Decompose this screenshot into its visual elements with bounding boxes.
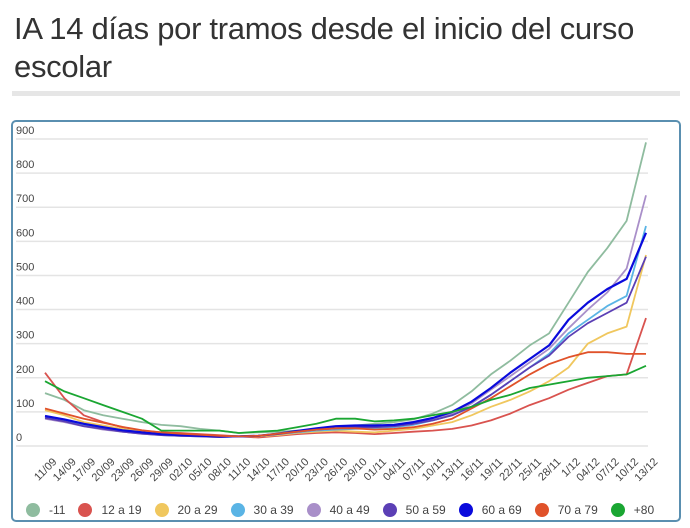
series-line--80[interactable] [44, 364, 647, 434]
y-tick-label: 700 [16, 193, 34, 205]
x-axis: 11/0914/0917/0920/0923/0926/0929/0902/10… [32, 456, 660, 484]
series-line-70-a-79[interactable] [44, 351, 646, 438]
page-title: IA 14 días por tramos desde el inicio de… [14, 11, 635, 84]
legend-swatch-icon [26, 503, 40, 517]
y-axis: 0 100 200 300 400 500 600 700 800 900 [16, 125, 34, 444]
y-tick-label: 500 [16, 261, 34, 273]
legend-label: 60 a 69 [481, 503, 522, 517]
legend-item[interactable]: 30 a 39 [230, 503, 294, 517]
series-line-40-a-49[interactable] [44, 195, 647, 438]
legend-swatch-icon [382, 503, 397, 517]
legend-item[interactable]: 40 a 49 [306, 503, 370, 517]
legend-label: 12 a 19 [101, 503, 142, 517]
y-tick-label: 800 [16, 159, 34, 171]
legend-item[interactable]: 12 a 19 [78, 503, 142, 517]
y-tick-label: 400 [16, 296, 34, 308]
legend-swatch-icon [610, 503, 625, 517]
legend-label: +80 [633, 503, 655, 517]
legend-item[interactable]: 20 a 29 [154, 503, 218, 517]
gridlines [16, 138, 648, 447]
chart-legend: -11 12 a 19 20 a 29 30 a 39 40 a 49 50 a 59 60… [26, 500, 667, 520]
legend-label: -11 [49, 503, 66, 517]
y-tick-label: 100 [16, 398, 34, 410]
series-line--11[interactable] [44, 142, 647, 434]
legend-item[interactable]: 60 a 69 [458, 503, 522, 517]
legend-label: 70 a 79 [557, 503, 598, 517]
series-lines [44, 142, 648, 439]
series-line-30-a-39[interactable] [44, 225, 647, 439]
legend-item[interactable]: 70 a 79 [534, 503, 598, 517]
series-line-60-a-69[interactable] [44, 232, 648, 438]
legend-item[interactable]: +80 [610, 503, 655, 517]
legend-swatch-icon [458, 503, 473, 517]
y-tick-label: 900 [16, 125, 34, 137]
legend-swatch-icon [78, 503, 93, 517]
legend-swatch-icon [534, 503, 549, 517]
y-tick-label: 600 [16, 227, 34, 239]
legend-label: 40 a 49 [329, 503, 370, 517]
legend-swatch-icon [154, 503, 169, 517]
legend-item[interactable]: 50 a 59 [382, 503, 446, 517]
legend-label: 30 a 39 [253, 503, 294, 517]
legend-label: 50 a 59 [405, 503, 446, 517]
chart-card [11, 120, 681, 522]
legend-label: 20 a 29 [177, 503, 218, 517]
y-tick-label: 0 [16, 432, 22, 444]
legend-swatch-icon [230, 503, 245, 517]
legend-swatch-icon [306, 503, 321, 517]
legend-item[interactable]: -11 [26, 503, 65, 517]
y-tick-label: 300 [16, 330, 34, 342]
y-tick-label: 200 [16, 364, 34, 376]
title-divider [12, 91, 680, 96]
